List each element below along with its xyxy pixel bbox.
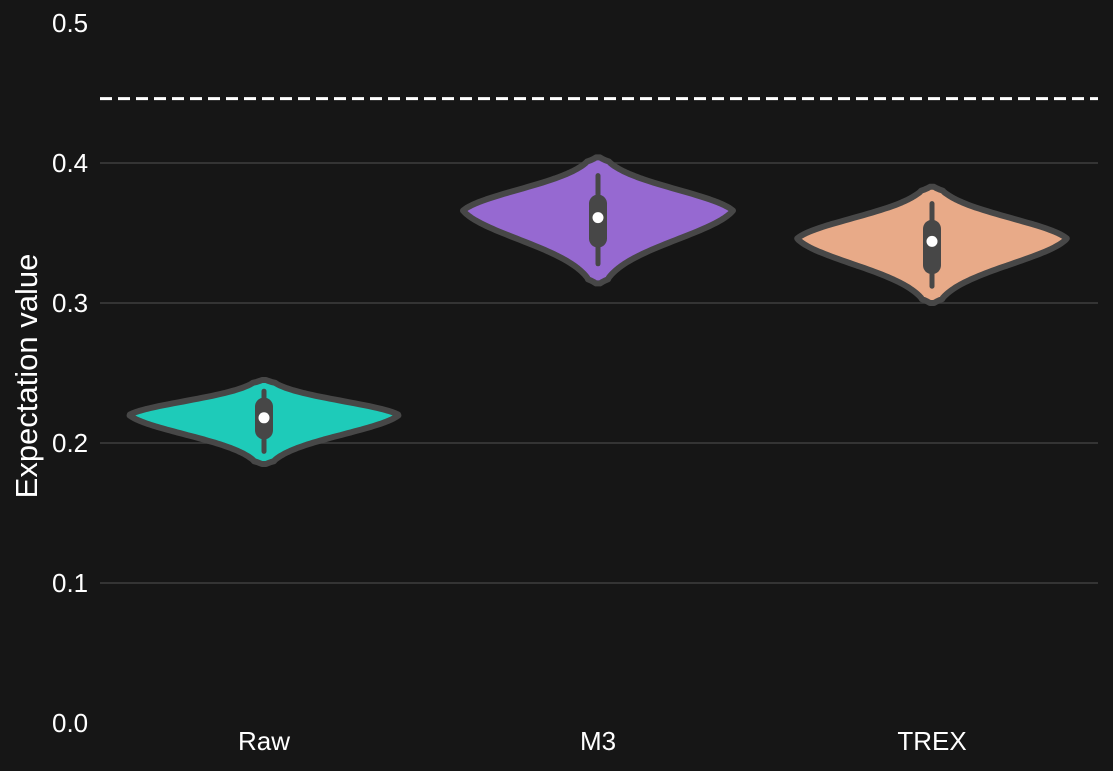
y-tick-label: 0.1 <box>52 568 88 598</box>
violin-raw <box>126 377 402 467</box>
y-tick-label: 0.3 <box>52 288 88 318</box>
violin-median-point <box>926 235 938 247</box>
y-tick-label: 0.2 <box>52 428 88 458</box>
y-tick-label: 0.4 <box>52 148 88 178</box>
violins <box>126 154 1070 467</box>
x-tick-label: Raw <box>238 726 290 756</box>
y-axis-label: Expectation value <box>9 254 44 499</box>
violin-median-point <box>592 212 604 224</box>
x-tick-label: M3 <box>580 726 616 756</box>
violin-m3 <box>460 154 736 287</box>
y-tick-labels: 0.0 0.1 0.2 0.3 0.4 0.5 <box>52 8 88 738</box>
y-tick-label: 0.5 <box>52 8 88 38</box>
y-tick-label: 0.0 <box>52 708 88 738</box>
violin-trex <box>794 183 1070 306</box>
violin-median-point <box>258 412 270 424</box>
x-tick-labels: Raw M3 TREX <box>238 726 967 756</box>
x-tick-label: TREX <box>897 726 966 756</box>
